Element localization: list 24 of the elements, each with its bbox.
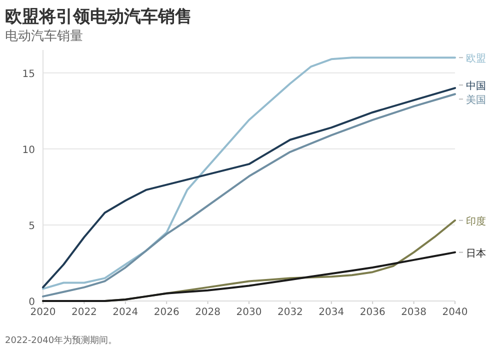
series-label: 日本 — [466, 247, 486, 260]
y-tick-label: 15 — [22, 68, 35, 80]
x-tick-label: 2022 — [71, 307, 97, 318]
series-label: 中国 — [466, 80, 486, 92]
series-label: 欧盟 — [466, 52, 486, 65]
y-tick-label: 0 — [28, 297, 35, 308]
x-tick-label: 2038 — [401, 307, 427, 318]
x-tick-label: 2032 — [277, 307, 303, 318]
y-tick-label: 10 — [22, 144, 35, 156]
x-tick-label: 2020 — [30, 307, 56, 318]
chart-subtitle: 电动汽车销量 — [5, 29, 83, 44]
x-tick-label: 2040 — [442, 307, 468, 318]
x-tick-label: 2034 — [318, 307, 344, 318]
y-tick-label: 5 — [28, 220, 35, 232]
series-label: 印度 — [466, 215, 486, 228]
text: 2022-2040年为预测期间。 — [5, 335, 118, 346]
series-label: 美国 — [466, 94, 486, 106]
x-tick-label: 2036 — [360, 307, 386, 318]
x-tick-label: 2026 — [154, 307, 180, 318]
x-tick-label: 2028 — [195, 307, 221, 318]
line-series — [42, 251, 456, 302]
chart-title: 欧盟将引领电动汽车销售 — [5, 7, 192, 27]
x-tick-label: 2024 — [112, 307, 138, 318]
x-tick-label: 2030 — [236, 307, 262, 318]
